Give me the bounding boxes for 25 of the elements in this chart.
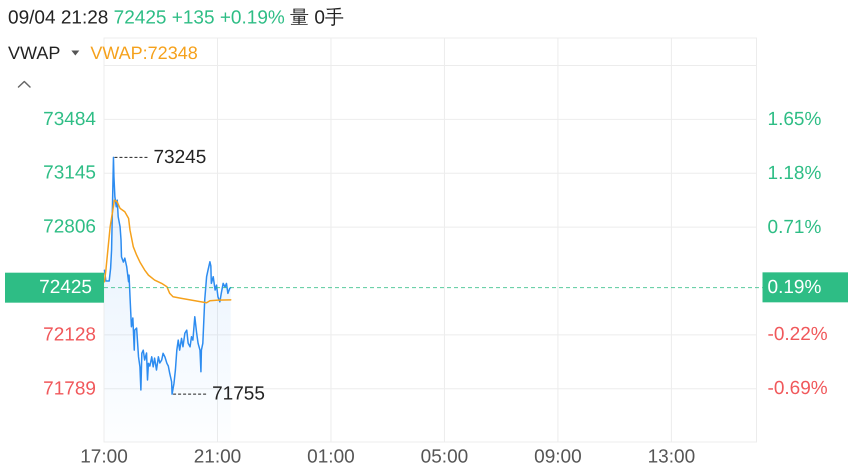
annotation: 71755 (212, 384, 265, 405)
y2-tick-label: 0.71% (768, 217, 822, 238)
chart-title: 09/04 21:28 (8, 8, 108, 28)
y-tick-label: 71789 (43, 378, 96, 400)
annotation: 73245 (153, 146, 206, 168)
y-tick-label: 73145 (43, 162, 96, 184)
y2-tick-label: 0.19% (768, 276, 822, 298)
x-tick-label: 13:00 (648, 446, 696, 468)
y2-tick-label: 1.18% (768, 163, 822, 184)
chart-subtitle: 72425 +135 +0.19% (114, 8, 285, 28)
y2-tick-label: 1.65% (768, 109, 822, 130)
x-tick-label: 17:00 (80, 446, 128, 468)
y-tick-label: 72128 (43, 324, 96, 346)
legend-title: VWAP (8, 43, 60, 63)
x-tick-label: 05:00 (420, 446, 468, 468)
text: 量 0手 (290, 8, 344, 28)
text: VWAP:72348 (90, 43, 198, 63)
x-tick-label: 21:00 (194, 446, 242, 468)
y2-tick-label: -0.69% (768, 378, 828, 399)
ref-line-label: 72425 (39, 277, 92, 298)
x-tick-label: 09:00 (534, 446, 582, 468)
x-tick-label: 01:00 (307, 446, 355, 468)
y2-tick-label: -0.22% (768, 324, 828, 345)
y-tick-label: 72806 (43, 216, 96, 238)
y-tick-label: 73484 (43, 108, 96, 130)
